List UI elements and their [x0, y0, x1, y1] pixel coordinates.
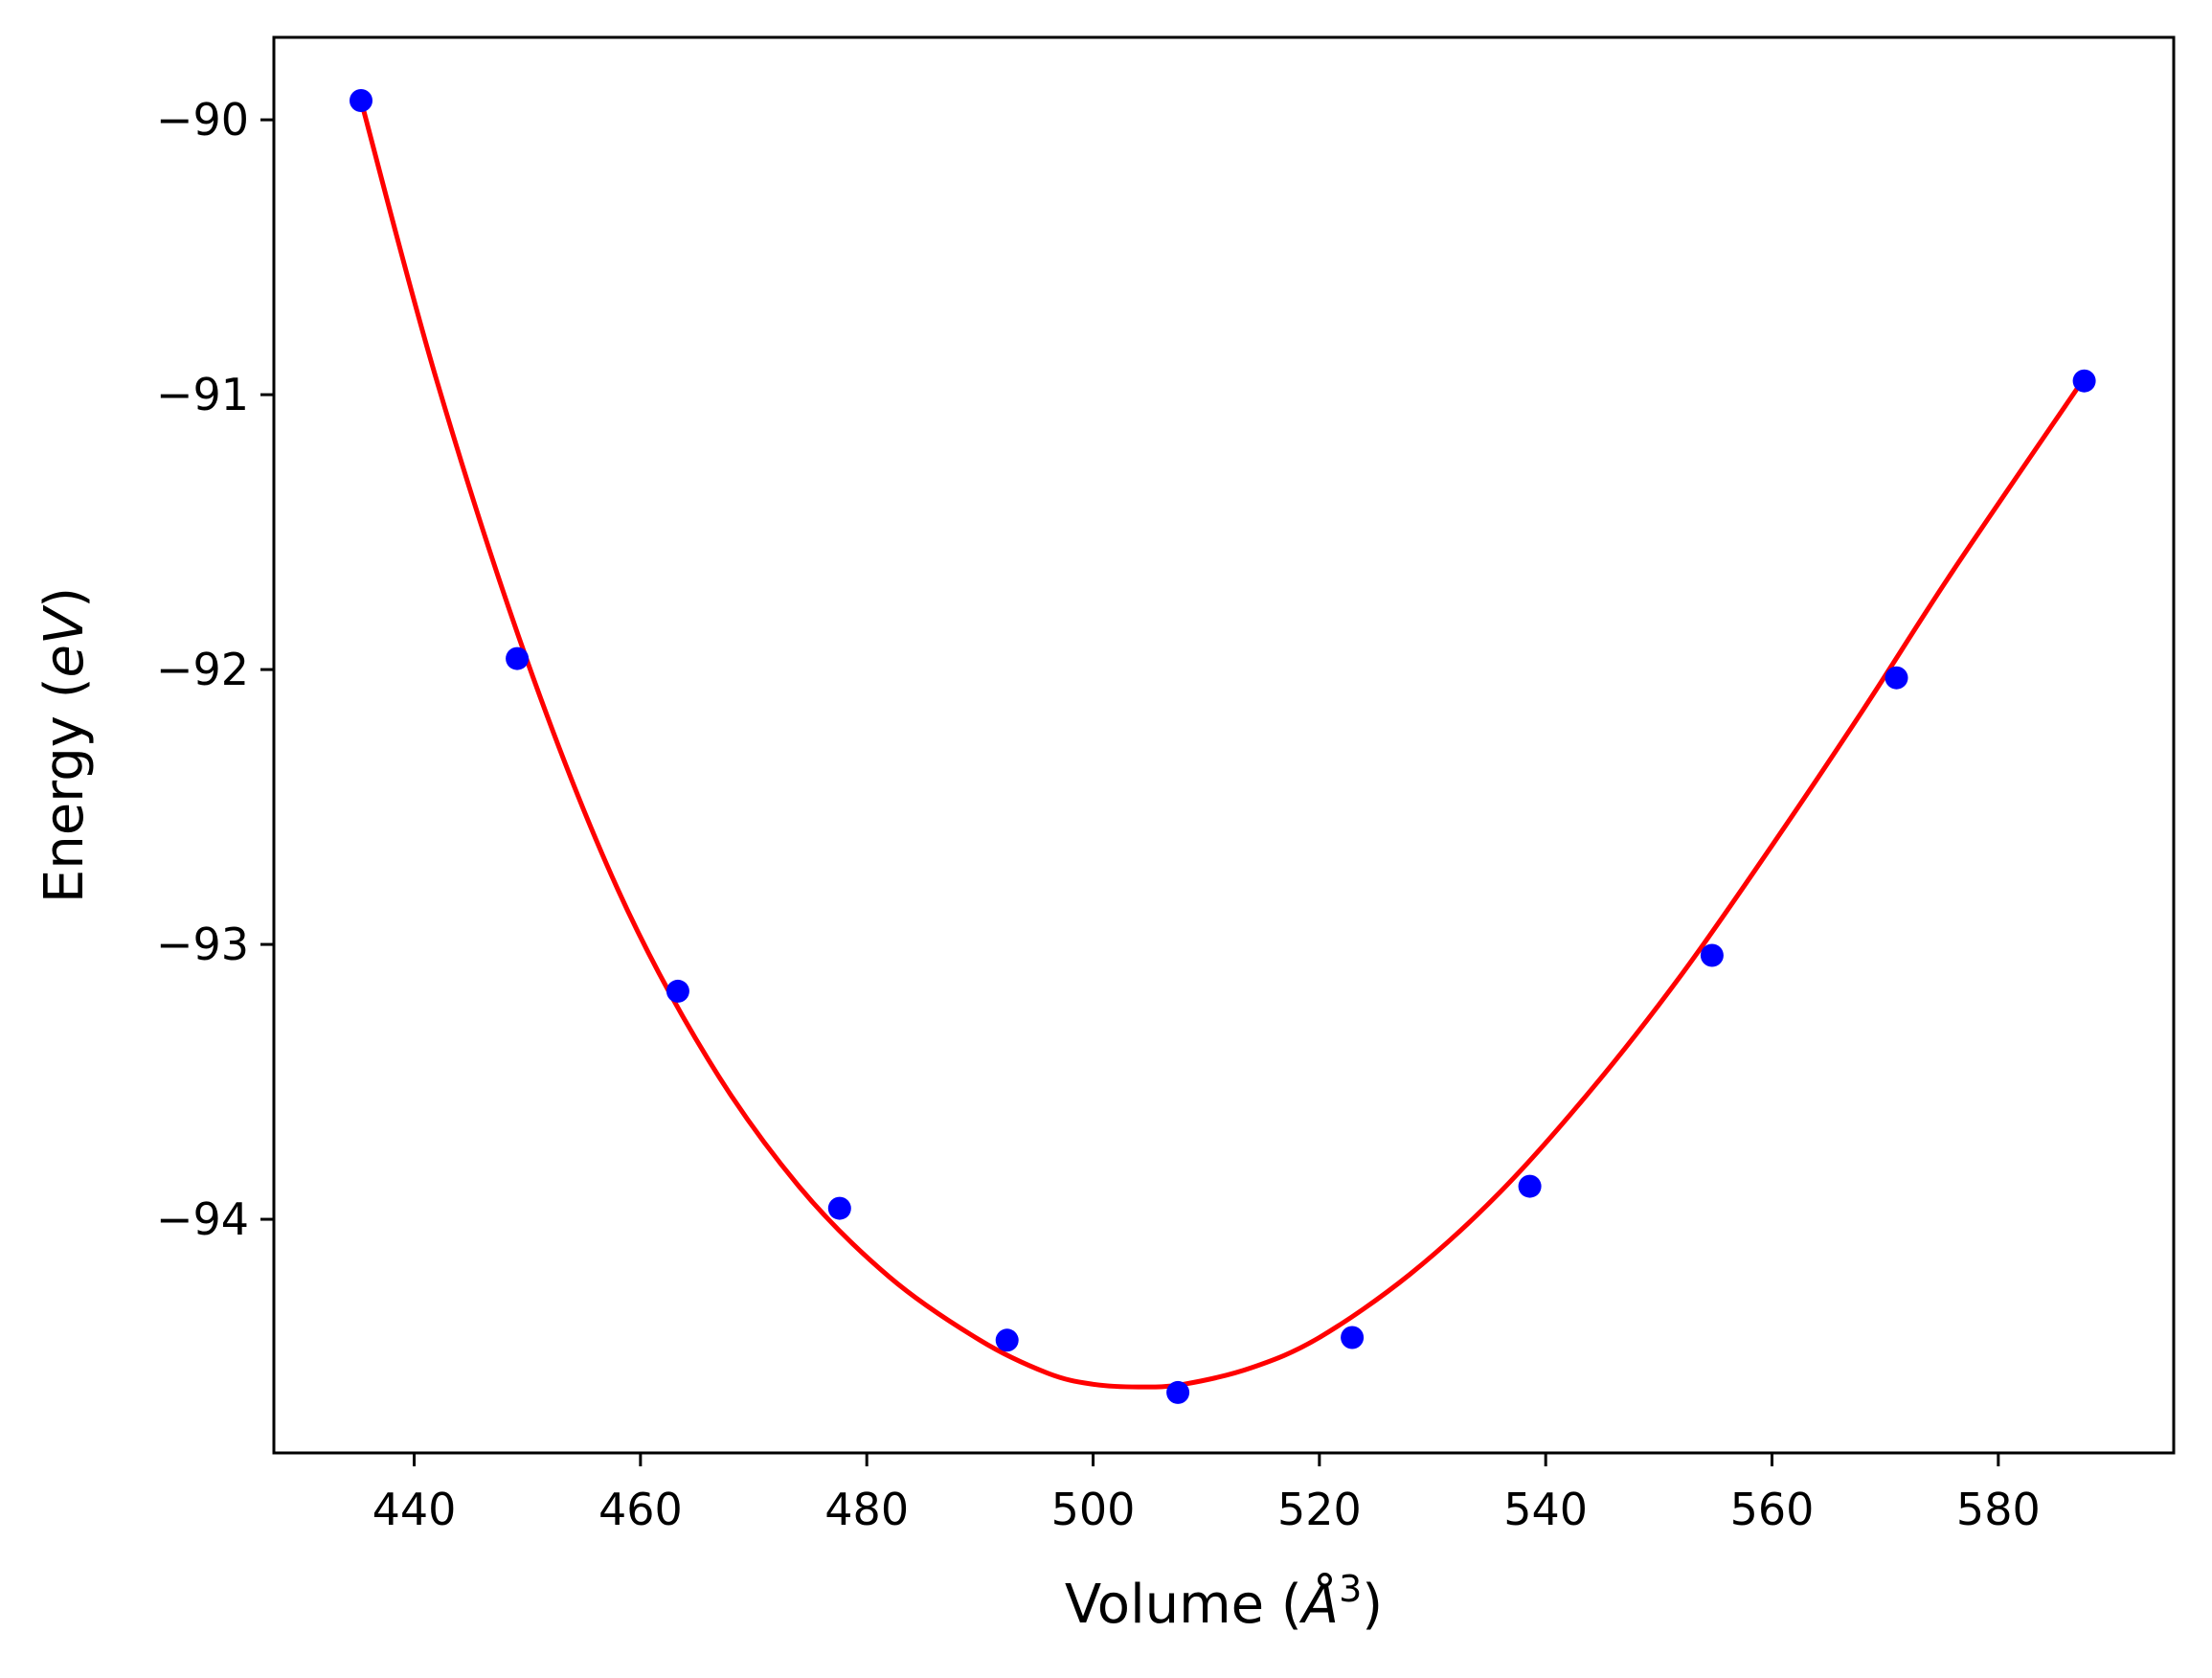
x-axis-ticks: 440 460 480 500 520 540 560 580: [372, 1453, 2041, 1535]
x-tick-label: 560: [1730, 1484, 1815, 1535]
y-axis-label: Energy (eV): [34, 587, 96, 903]
data-point: [2072, 369, 2096, 393]
x-axis-label: Volume (Å3): [1065, 1568, 1383, 1636]
data-point: [1166, 1380, 1190, 1404]
data-point: [1885, 666, 1908, 690]
x-tick-label: 500: [1051, 1484, 1136, 1535]
data-point: [666, 979, 689, 1003]
data-point: [506, 646, 530, 670]
fit-curve: [358, 100, 2087, 1390]
y-tick-label: −92: [156, 644, 249, 695]
y-tick-label: −94: [156, 1193, 249, 1245]
x-tick-label: 540: [1503, 1484, 1588, 1535]
data-point: [827, 1196, 851, 1220]
y-tick-label: −90: [156, 94, 249, 146]
y-tick-label: −91: [156, 369, 249, 420]
data-point: [995, 1328, 1019, 1352]
data-point: [1700, 943, 1724, 967]
y-axis-ticks: −90 −91 −92 −93 −94: [156, 94, 274, 1245]
data-point: [350, 89, 372, 112]
data-point: [1341, 1326, 1365, 1349]
plot-area: [358, 100, 2087, 1390]
y-tick-label: −93: [156, 918, 249, 970]
axes-frame: [272, 35, 2176, 1455]
x-tick-label: 580: [1956, 1484, 2041, 1535]
x-tick-label: 520: [1277, 1484, 1362, 1535]
x-tick-label: 460: [598, 1484, 683, 1535]
x-tick-label: 480: [824, 1484, 909, 1535]
x-tick-label: 440: [372, 1484, 457, 1535]
data-points: [350, 89, 2096, 1404]
data-point: [1518, 1174, 1542, 1198]
